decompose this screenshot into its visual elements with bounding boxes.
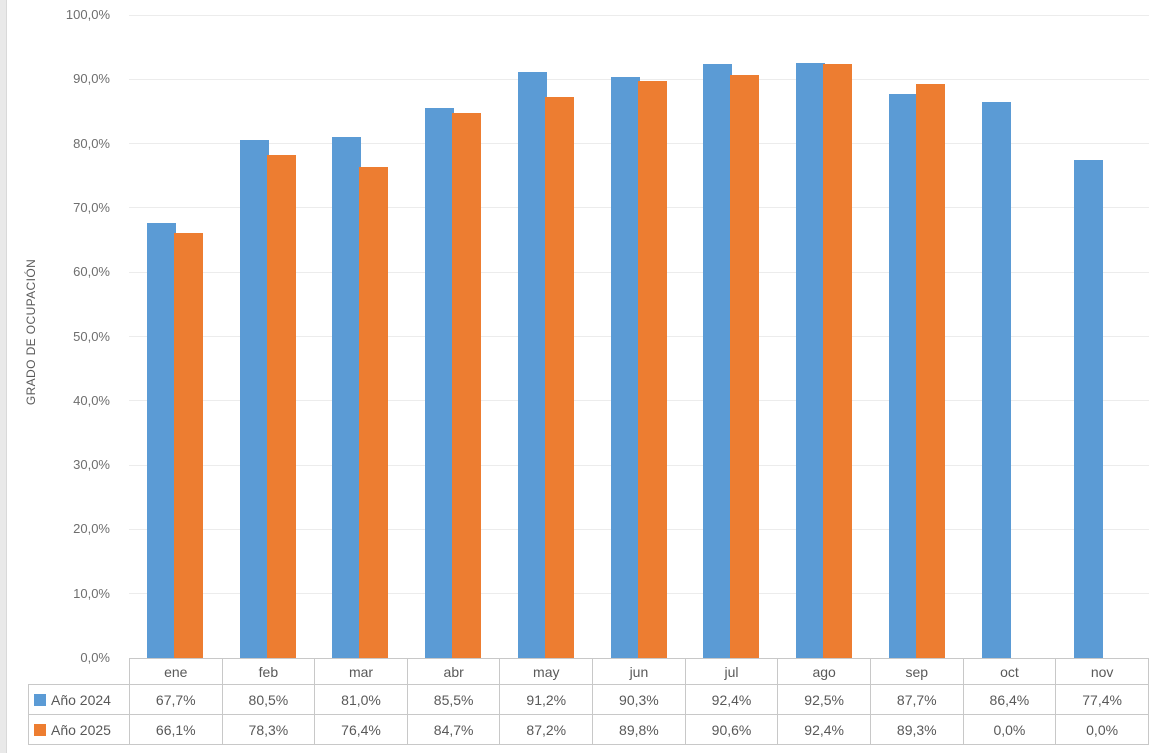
- value-cell-año-2024-oct: 86,4%: [962, 684, 1057, 715]
- table-row-año-2024: Año 2024 67,7% 80,5% 81,0% 85,5% 91,2% 90,3% 92…: [28, 684, 1149, 715]
- y-axis-tick-label: 20,0%: [73, 521, 110, 537]
- month-header-may: may: [499, 658, 594, 685]
- value-cell-año-2025-jul: 90,6%: [684, 714, 779, 745]
- legend-series-label: Año 2024: [51, 691, 111, 708]
- value-cell-año-2025-nov: 0,0%: [1055, 714, 1149, 745]
- month-header-nov: nov: [1055, 658, 1149, 685]
- month-header-mar: mar: [314, 658, 408, 685]
- value-cell-año-2024-feb: 80,5%: [221, 684, 316, 715]
- bar-año-2024-abr: [425, 108, 455, 658]
- value-cell-año-2025-sep: 89,3%: [869, 714, 964, 745]
- bar-año-2024-sep: [888, 94, 918, 658]
- value-cell-año-2024-jul: 92,4%: [684, 684, 779, 715]
- month-header-abr: abr: [406, 658, 501, 685]
- month-header-oct: oct: [962, 658, 1057, 685]
- value-cell-año-2024-abr: 85,5%: [406, 684, 501, 715]
- bar-año-2025-abr: [452, 113, 482, 658]
- y-axis-tick-label: 60,0%: [73, 264, 110, 280]
- bar-año-2025-jul: [730, 75, 760, 658]
- legend-key-año-2024: Año 2024: [28, 684, 130, 715]
- value-cell-año-2025-abr: 84,7%: [406, 714, 501, 745]
- bar-año-2024-oct: [981, 102, 1011, 658]
- y-axis-tick-label: 70,0%: [73, 199, 110, 215]
- y-axis-tick-label: 40,0%: [73, 392, 110, 408]
- value-cell-año-2025-may: 87,2%: [499, 714, 594, 745]
- bar-año-2024-ene: [147, 222, 176, 658]
- y-axis-tick-label: 30,0%: [73, 457, 110, 473]
- value-cell-año-2025-mar: 76,4%: [314, 714, 408, 745]
- legend-key-año-2025: Año 2025: [28, 714, 130, 745]
- bar-año-2025-mar: [359, 166, 389, 658]
- value-cell-año-2024-sep: 87,7%: [869, 684, 964, 715]
- value-cell-año-2025-ene: 66,1%: [128, 714, 223, 745]
- value-cell-año-2024-nov: 77,4%: [1055, 684, 1149, 715]
- table-row-año-2025: Año 2025 66,1% 78,3% 76,4% 84,7% 87,2% 89,8% 90…: [28, 714, 1149, 745]
- bar-año-2024-ago: [796, 63, 826, 658]
- bar-año-2025-sep: [915, 83, 945, 658]
- y-axis-tick-label: 50,0%: [73, 328, 110, 344]
- left-margin-strip: [0, 0, 7, 753]
- value-cell-año-2024-mar: 81,0%: [314, 684, 408, 715]
- y-axis-tick-label: 0,0%: [80, 650, 110, 665]
- month-header-row: ene feb mar abr may jun jul ago sep oct nov: [29, 658, 1149, 685]
- value-cell-año-2025-feb: 78,3%: [221, 714, 316, 745]
- legend-swatch-icon: [34, 693, 46, 706]
- bar-año-2024-jun: [610, 77, 640, 658]
- bar-año-2024-may: [517, 71, 547, 658]
- month-header-sep: sep: [869, 658, 964, 685]
- y-axis-tick-label: 10,0%: [73, 585, 110, 601]
- month-header-jun: jun: [592, 658, 686, 685]
- value-cell-año-2024-ago: 92,5%: [777, 684, 871, 715]
- bar-año-2025-may: [544, 97, 574, 658]
- value-cell-año-2024-jun: 90,3%: [592, 684, 686, 715]
- month-header-ago: ago: [777, 658, 871, 685]
- month-header-jul: jul: [684, 658, 779, 685]
- bar-año-2024-feb: [239, 140, 269, 658]
- legend-swatch-icon: [34, 723, 46, 736]
- bar-año-2025-ago: [823, 63, 853, 658]
- bar-año-2025-jun: [637, 80, 667, 658]
- legend-series-label: Año 2025: [51, 721, 111, 738]
- value-cell-año-2024-ene: 67,7%: [128, 684, 223, 715]
- value-cell-año-2025-jun: 89,8%: [592, 714, 686, 745]
- bar-año-2025-ene: [174, 232, 203, 658]
- bar-año-2024-nov: [1074, 160, 1104, 658]
- value-cell-año-2025-oct: 0,0%: [962, 714, 1057, 745]
- month-header-feb: feb: [221, 658, 316, 685]
- gridline-100: [129, 14, 1149, 16]
- value-cell-año-2025-ago: 92,4%: [777, 714, 871, 745]
- table-corner-cell: [29, 659, 130, 685]
- data-table: ene feb mar abr may jun jul ago sep oct nov Año 20…: [28, 658, 1149, 745]
- month-header-ene: ene: [128, 658, 223, 685]
- y-axis-tick-label: 100,0%: [65, 7, 110, 22]
- bar-año-2024-mar: [332, 137, 362, 658]
- value-cell-año-2024-may: 91,2%: [499, 684, 594, 715]
- y-axis-tick-label: 90,0%: [73, 71, 110, 87]
- bar-año-2024-jul: [703, 63, 733, 658]
- bar-año-2025-feb: [266, 154, 296, 658]
- y-axis-tick-label: 80,0%: [73, 135, 110, 151]
